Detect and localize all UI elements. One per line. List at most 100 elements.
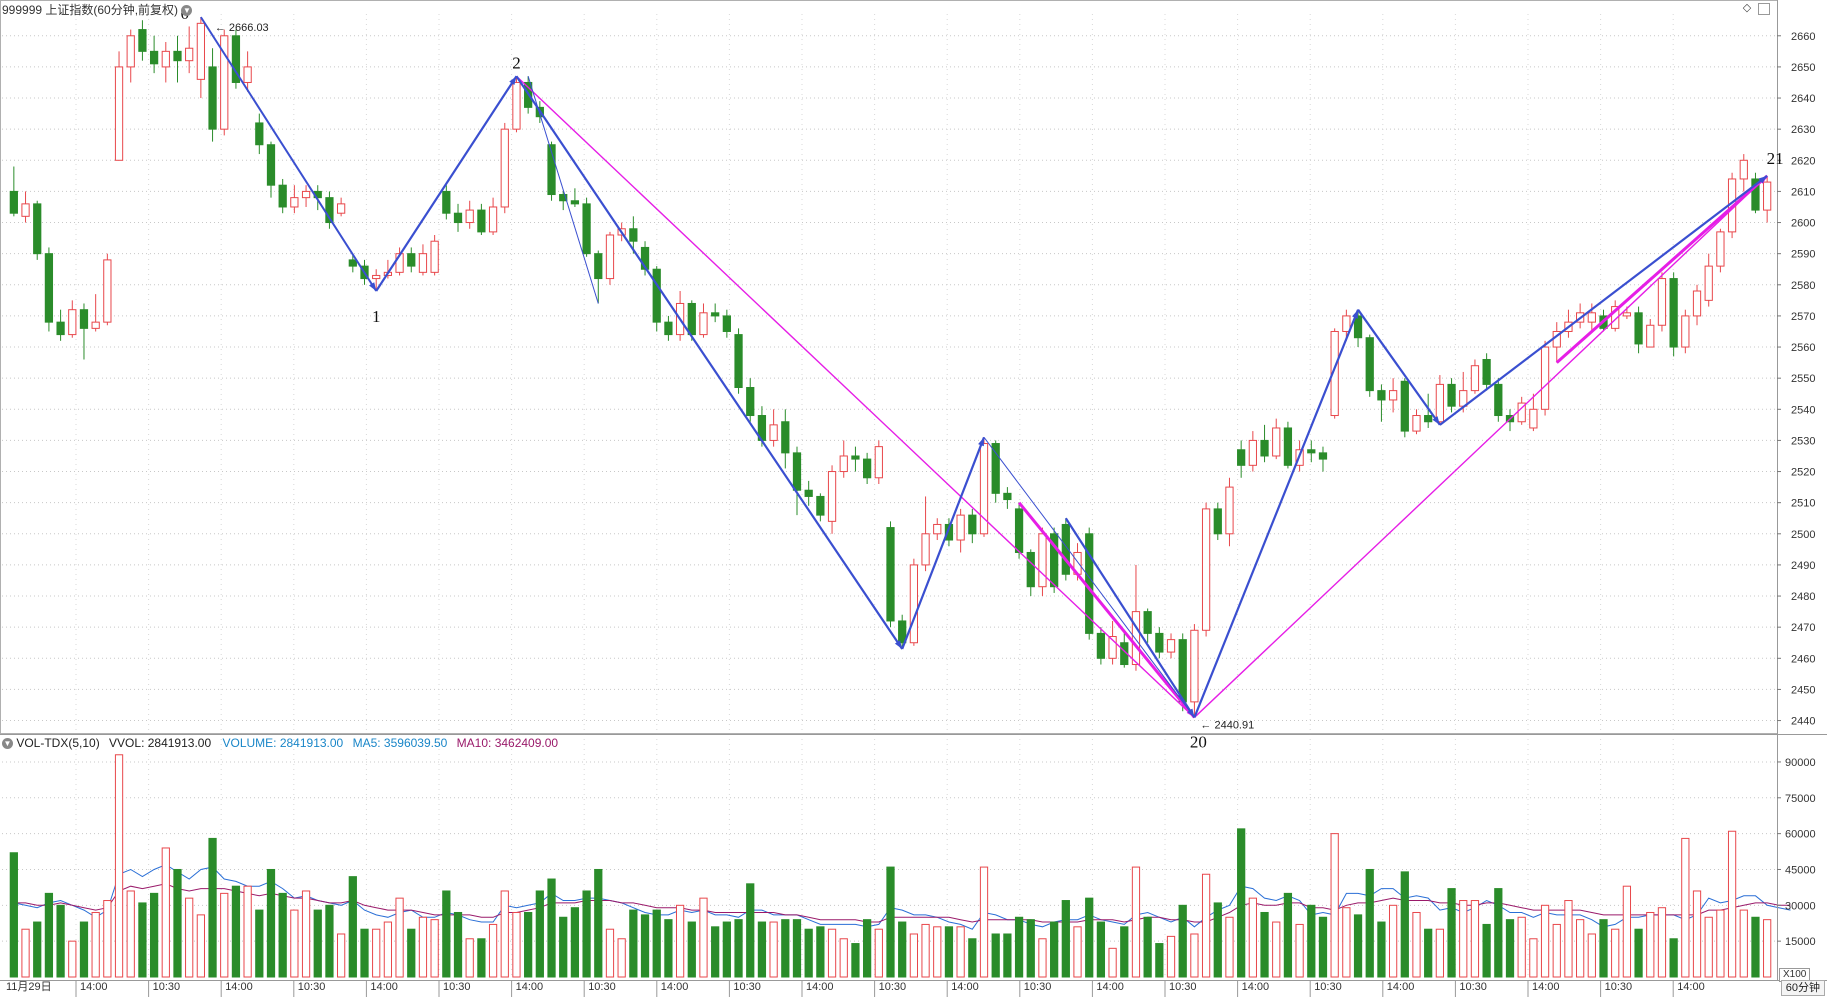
price-tick-label: 2590	[1791, 249, 1815, 261]
volume-bar	[1494, 888, 1503, 978]
volume-bar	[1131, 866, 1141, 978]
candle-body	[851, 455, 860, 460]
candle	[1704, 253, 1713, 307]
title-dropdown-icon[interactable]: ▼	[181, 5, 193, 17]
candle-body	[1026, 551, 1035, 588]
candle	[126, 29, 135, 83]
price-tick-label: 2640	[1791, 93, 1815, 105]
price-tick-label: 2440	[1791, 716, 1815, 728]
candle	[1470, 359, 1480, 394]
volume-bar	[1026, 919, 1035, 978]
candle	[56, 309, 65, 341]
candle-body	[640, 246, 650, 270]
candle-body	[56, 321, 65, 336]
candle-body	[664, 321, 673, 336]
candle	[605, 231, 615, 285]
volume-bar	[1657, 907, 1667, 978]
volume-bar	[1435, 928, 1444, 978]
price-tick-label: 2520	[1791, 467, 1815, 479]
wave-arrowhead	[978, 437, 985, 447]
volume-bar	[1763, 919, 1772, 978]
candle	[1272, 418, 1281, 460]
volume-bar	[301, 890, 311, 978]
price-tick-label: 2580	[1791, 280, 1815, 292]
candle-body	[9, 190, 18, 214]
candle	[278, 178, 287, 214]
wave-lines	[200, 16, 1769, 719]
candle	[979, 437, 989, 537]
candle	[594, 250, 603, 304]
volume-dropdown-icon[interactable]: ▼	[2, 738, 13, 750]
volume-bar	[711, 926, 720, 978]
volume-bar	[933, 926, 942, 978]
volume-bar	[1739, 909, 1748, 978]
volume-bar	[1540, 904, 1550, 978]
volume-bar	[1634, 928, 1643, 978]
volume-bar	[1622, 885, 1632, 978]
candle-body	[1412, 415, 1421, 432]
candle	[968, 508, 977, 544]
candle-body	[477, 209, 486, 233]
volume-bar	[605, 928, 615, 978]
volume-bar	[477, 938, 486, 978]
time-tick-label: 14:00	[951, 981, 979, 993]
candle	[839, 440, 848, 478]
volume-bar	[956, 926, 965, 978]
candle-body	[605, 234, 615, 280]
candle-body	[430, 240, 439, 273]
wave-arrowhead	[894, 640, 903, 649]
volume-bar	[1318, 916, 1328, 978]
wave-line-blue	[901, 436, 986, 650]
candle	[68, 300, 77, 338]
candle	[792, 446, 802, 516]
volume-bar	[1237, 828, 1246, 978]
volume-bar	[1727, 830, 1737, 978]
volume-bar	[266, 868, 276, 978]
candle	[582, 197, 591, 257]
ma10-value: MA10: 3462409.00	[456, 736, 559, 750]
candle-body	[1494, 383, 1503, 417]
volume-bar	[500, 890, 509, 978]
candle	[722, 309, 731, 338]
volume-bar	[1073, 926, 1082, 978]
volume-bar	[1482, 923, 1491, 978]
volume-bar	[1412, 911, 1421, 978]
volume-bar	[1751, 916, 1760, 978]
period-selector[interactable]: 60分钟	[1780, 980, 1825, 996]
candle	[1050, 527, 1059, 593]
volume-bar	[79, 921, 89, 978]
volume-bar	[278, 892, 287, 978]
volume-bar	[337, 933, 346, 978]
candle-body	[185, 47, 194, 62]
time-tick-label: 14:00	[1677, 981, 1705, 993]
volume-bar	[1447, 888, 1456, 978]
time-tick-label: 14:00	[1387, 981, 1415, 993]
candle	[1283, 421, 1293, 469]
candle-body	[1014, 508, 1024, 553]
candle-body	[827, 471, 837, 522]
diamond-icon[interactable]: ◇	[1742, 2, 1752, 14]
window-toggle-icon[interactable]	[1758, 3, 1770, 15]
candle	[898, 614, 907, 649]
volume-bar	[103, 900, 112, 978]
candle	[1166, 633, 1176, 659]
volume-bar	[185, 897, 194, 978]
volume-bar	[1050, 921, 1059, 978]
volume-bar	[1178, 904, 1187, 978]
volume-bar	[56, 904, 65, 978]
candle	[220, 29, 229, 136]
candle	[629, 216, 638, 254]
candle-body	[325, 197, 334, 224]
candle	[1388, 378, 1398, 413]
candle-body	[1482, 358, 1491, 385]
wave-line-blue-thin	[527, 76, 599, 304]
candle	[1657, 272, 1667, 332]
candle-body	[1201, 508, 1211, 631]
candle	[1739, 154, 1748, 192]
candle-body	[1669, 278, 1678, 348]
candle-body	[769, 424, 778, 441]
volume-bar	[290, 909, 299, 978]
candle	[114, 51, 124, 161]
candle	[33, 200, 42, 260]
